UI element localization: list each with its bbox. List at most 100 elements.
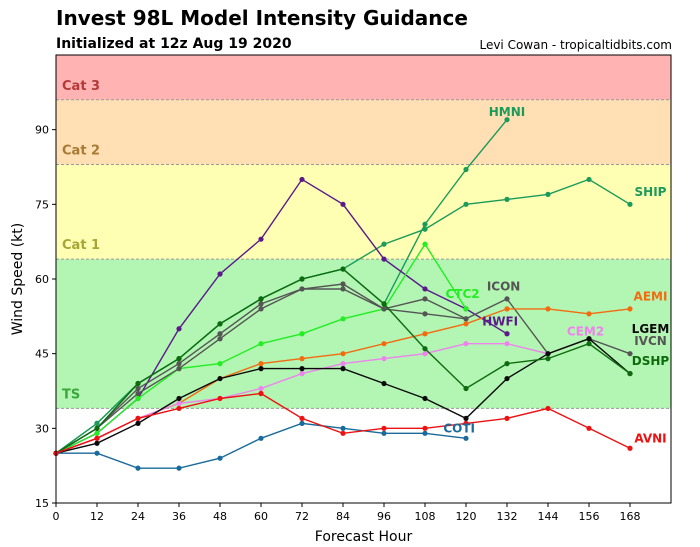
x-tick-label: 156: [579, 510, 600, 523]
data-point-ship: [463, 201, 469, 207]
x-tick-label: 84: [336, 510, 350, 523]
data-point-lgem: [299, 366, 305, 372]
axes: 0 12 24 36 48 60 72 84 96 108 120 132 144 156 168 15 30 4…: [10, 54, 672, 545]
band-cat-3: [56, 55, 671, 100]
data-point-ivcn: [381, 306, 387, 312]
data-point-cem2: [381, 356, 387, 362]
data-point-coti: [258, 435, 264, 441]
data-point-ctc2: [94, 430, 100, 436]
series-label-lgem: LGEM: [632, 322, 670, 336]
series-lines: [53, 117, 633, 471]
data-point-avni: [504, 415, 510, 421]
x-tick-label: 48: [213, 510, 227, 523]
data-point-icon: [627, 351, 633, 357]
data-point-dshp: [299, 276, 305, 282]
data-point-coti: [340, 425, 346, 431]
chart-subtitle: Initialized at 12z Aug 19 2020: [56, 36, 292, 52]
data-point-lgem: [94, 440, 100, 446]
x-tick-label: 144: [538, 510, 559, 523]
data-point-lgem: [217, 375, 223, 382]
data-point-aemi: [504, 306, 510, 312]
data-point-hwfi: [340, 201, 346, 207]
band-label: Cat 1: [62, 238, 100, 253]
band-label: Cat 3: [62, 79, 100, 94]
series-label-dshp: DSHP: [632, 354, 670, 368]
data-point-coti: [94, 450, 100, 456]
data-point-dshp: [94, 425, 100, 431]
data-point-hmni: [463, 166, 469, 173]
data-point-cem2: [258, 385, 264, 392]
data-point-avni: [217, 395, 223, 402]
data-point-ctc2: [340, 316, 346, 322]
series-label-coti: COTI: [443, 421, 475, 435]
data-point-cem2: [504, 341, 510, 347]
y-tick-label: 30: [35, 422, 49, 435]
band-cat-2: [56, 99, 671, 165]
data-point-ship: [586, 176, 592, 183]
data-point-ctc2: [135, 395, 141, 402]
x-tick-label: 12: [90, 510, 104, 523]
band-cat-1: [56, 164, 671, 260]
data-point-icon: [135, 385, 141, 392]
chart-title: Invest 98L Model Intensity Guidance: [56, 6, 468, 30]
data-point-lgem: [135, 420, 141, 426]
data-point-cem2: [299, 370, 305, 377]
data-point-lgem: [176, 395, 182, 402]
series-label-ivcn: IVCN: [634, 334, 667, 348]
data-point-ctc2: [463, 306, 469, 312]
band-label: TS: [62, 387, 80, 402]
data-point-ship: [381, 241, 387, 247]
data-point-hwfi: [217, 271, 223, 277]
y-tick-label: 90: [35, 124, 49, 137]
band-label: Cat 2: [62, 144, 100, 159]
data-point-icon: [422, 311, 428, 317]
data-point-dshp: [135, 380, 141, 387]
data-point-dshp: [340, 266, 346, 272]
data-point-aemi: [422, 331, 428, 337]
series-label-hmni: HMNI: [489, 105, 526, 119]
data-point-ctc2: [299, 331, 305, 337]
data-point-icon: [176, 361, 182, 367]
data-point-icon: [217, 331, 223, 337]
data-point-avni: [176, 405, 182, 412]
data-point-coti: [135, 465, 141, 471]
data-point-ivcn: [422, 296, 428, 302]
data-point-hwfi: [176, 326, 182, 332]
x-tick-label: 120: [456, 510, 477, 523]
data-point-dshp: [217, 321, 223, 327]
x-axis-label: Forecast Hour: [315, 529, 413, 545]
data-point-cem2: [463, 341, 469, 347]
data-point-avni: [381, 425, 387, 431]
x-tick-label: 24: [131, 510, 145, 523]
data-point-hmni: [504, 117, 510, 123]
data-point-ivcn: [217, 336, 223, 342]
data-point-aemi: [299, 356, 305, 362]
y-axis-label: Wind Speed (kt): [10, 223, 26, 336]
category-bands: TS Cat 1 Cat 2 Cat 3: [56, 55, 671, 409]
data-point-aemi: [586, 311, 592, 317]
data-point-avni: [422, 425, 428, 431]
data-point-avni: [299, 415, 305, 421]
data-point-aemi: [463, 321, 469, 327]
series-label-ctc2: CTC2: [446, 287, 480, 301]
data-point-dshp: [258, 296, 264, 302]
data-point-dshp: [422, 346, 428, 352]
x-tick-label: 168: [620, 510, 641, 523]
data-point-ctc2: [258, 341, 264, 347]
data-point-lgem: [586, 336, 592, 342]
data-point-icon: [258, 301, 264, 307]
data-point-lgem: [504, 375, 510, 382]
y-tick-label: 75: [35, 198, 49, 211]
data-point-hwfi: [299, 176, 305, 183]
data-point-coti: [463, 435, 469, 441]
data-point-aemi: [627, 306, 633, 312]
data-point-ship: [94, 420, 100, 426]
data-point-coti: [299, 420, 305, 426]
data-point-coti: [217, 455, 223, 461]
data-point-dshp: [586, 341, 592, 347]
data-point-dshp: [627, 370, 633, 377]
series-line-coti: [56, 422, 467, 469]
data-point-ivcn: [135, 390, 141, 397]
